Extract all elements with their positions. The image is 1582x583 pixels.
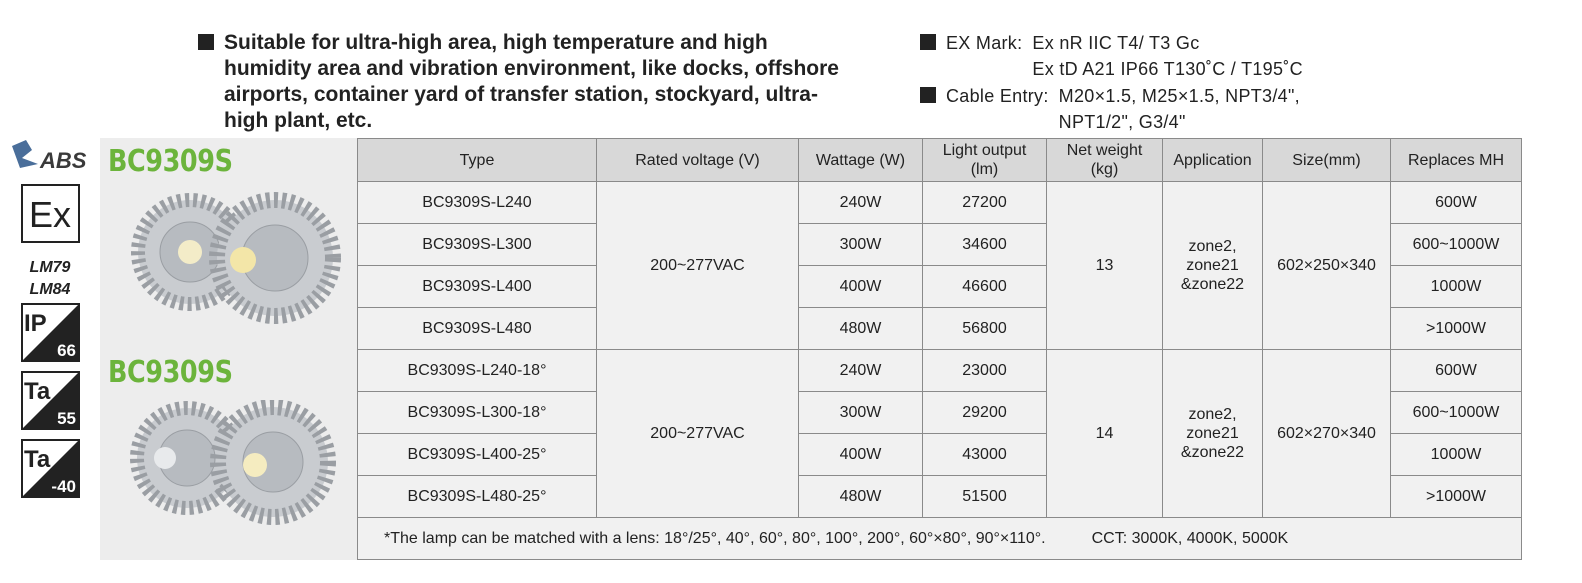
lumen-cell: 43000 [922,433,1047,476]
type-cell: BC9309S-L240-18° [357,349,597,392]
lumen-cell: 23000 [922,349,1047,392]
column-header: Size(mm) [1262,138,1391,182]
weight-cell: 13 [1046,181,1163,350]
lumen-cell: 34600 [922,223,1047,266]
lamp-image [131,192,341,324]
application-cell: zone2, zone21 &zone22 [1162,349,1263,518]
cct-note: CCT: 3000K, 4000K, 5000K [1091,530,1289,547]
type-cell: BC9309S-L300 [357,223,597,266]
column-header: Net weight (kg) [1046,138,1163,182]
column-header: Light output (lm) [922,138,1047,182]
lm-text: LM79 [30,259,71,276]
ex-box [21,184,80,243]
product-name: BC9309S [108,355,233,390]
table-row: BC9309S-L300-18° 300W 29200 600~1000W [357,391,1522,434]
abs-logo [12,140,38,168]
badges: ABS Ex LM79 LM84 IP 66 Ta 55 Ta -40 [12,140,87,498]
size-cell: 602×270×340 [1262,349,1391,518]
spec: Cable Entry: M20×1.5, M25×1.5, NPT3/4", N… [920,83,1300,135]
table-row: BC9309S-L480-25° 480W 51500 >1000W [357,475,1522,518]
voltage-cell: 200~277VAC [596,181,799,350]
wattage-cell: 400W [798,265,923,308]
wattage-cell: 300W [798,391,923,434]
type-cell: BC9309S-L400 [357,265,597,308]
spec-table: Type Rated voltage (V) Wattage (W) Light ou… [357,138,1522,560]
wattage-cell: 240W [798,181,923,224]
ta-label: Ta [24,378,51,405]
weight-cell: 14 [1046,349,1163,518]
lumen-cell: 51500 [922,475,1047,518]
ta-value: 55 [57,409,76,428]
spec-label: EX Mark: [946,33,1023,53]
type-cell: BC9309S-L480 [357,307,597,350]
abs-text: ABS [39,148,87,173]
lumen-cell: 29200 [922,391,1047,434]
column-header: Application [1162,138,1263,182]
wattage-cell: 400W [798,433,923,476]
ex-text: Ex [29,194,71,235]
wattage-cell: 480W [798,475,923,518]
table-row: BC9309S-L400-25° 400W 43000 1000W [357,433,1522,476]
table-row: BC9309S-L400 400W 46600 1000W [357,265,1522,308]
spec: EX Mark: Ex nR IIC T4/ T3 Gc Ex tD A21 IP… [920,30,1303,82]
column-header: Replaces MH [1390,138,1522,182]
lm-text: LM84 [30,281,71,298]
replaces-cell: 1000W [1390,433,1522,476]
voltage-cell: 200~277VAC [596,349,799,518]
product-name: BC9309S [108,144,233,179]
wattage-cell: 480W [798,307,923,350]
feature-text: Suitable for ultra-high area, high tempe… [224,31,839,132]
application-cell: zone2, zone21 &zone22 [1162,181,1263,350]
table-row: BC9309S-L300 300W 34600 600~1000W [357,223,1522,266]
ta-value: -40 [51,477,76,496]
footnote-row: *The lamp can be matched with a lens: 18… [357,517,1522,560]
column-header: Type [357,138,597,182]
features: Suitable for ultra-high area, high tempe… [198,30,858,134]
footnote: *The lamp can be matched with a lens: 18… [384,530,1046,547]
replaces-cell: 600~1000W [1390,223,1522,266]
wattage-cell: 300W [798,223,923,266]
lamp-image [130,400,336,525]
type-cell: BC9309S-L240 [357,181,597,224]
table-row: BC9309S-L480 480W 56800 >1000W [357,307,1522,350]
ta-badge: Ta -40 [21,439,80,498]
footnote-cell: *The lamp can be matched with a lens: 18… [357,517,1522,560]
spec-text: Ex nR IIC T4/ T3 Gc Ex tD A21 IP66 T130˚… [1032,33,1303,79]
ta-badge: Ta 55 [21,371,80,430]
ip-label: IP [24,310,47,337]
lumen-cell: 56800 [922,307,1047,350]
ip-value: 66 [57,341,76,360]
replaces-cell: >1000W [1390,307,1522,350]
spec-label: Cable Entry: [946,86,1049,106]
lumen-cell: 27200 [922,181,1047,224]
type-cell: BC9309S-L400-25° [357,433,597,476]
replaces-cell: >1000W [1390,475,1522,518]
type-cell: BC9309S-L480-25° [357,475,597,518]
ta-label: Ta [24,446,51,473]
spec-text: M20×1.5, M25×1.5, NPT3/4", NPT1/2", G3/4… [1058,86,1300,132]
lumen-cell: 46600 [922,265,1047,308]
replaces-cell: 600W [1390,181,1522,224]
replaces-cell: 1000W [1390,265,1522,308]
size-cell: 602×250×340 [1262,181,1391,350]
ip-badge: IP 66 [21,303,80,362]
table-row: BC9309S-L240-18° 200~277VAC 240W 23000 14 zon… [357,349,1522,518]
column-header: Wattage (W) [798,138,923,182]
table-row: BC9309S-L240 200~277VAC 240W 27200 13 zone2, … [357,181,1522,350]
replaces-cell: 600W [1390,349,1522,392]
column-header: Rated voltage (V) [596,138,799,182]
wattage-cell: 240W [798,349,923,392]
type-cell: BC9309S-L300-18° [357,391,597,434]
replaces-cell: 600~1000W [1390,391,1522,434]
